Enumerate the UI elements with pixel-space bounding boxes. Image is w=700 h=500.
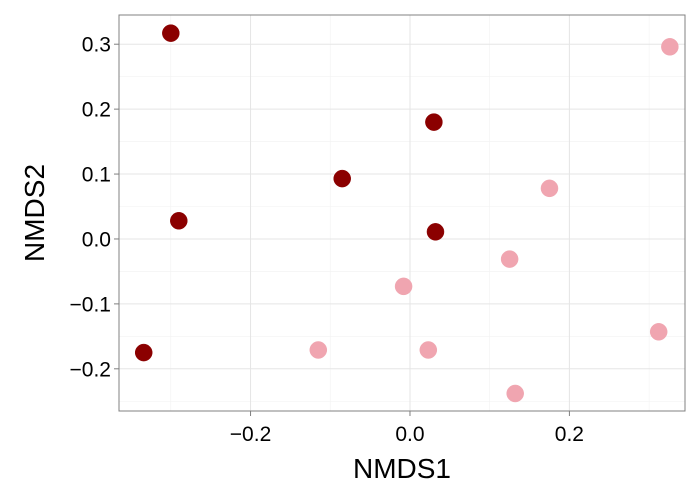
data-point-series-2 — [309, 341, 328, 359]
plot-border — [118, 14, 686, 412]
plot-panel — [119, 15, 685, 411]
data-point-series-2 — [419, 341, 438, 359]
y-axis-title: NMDS2 — [19, 164, 50, 262]
data-point-series-1 — [333, 169, 351, 188]
x-tick-label: 0.2 — [555, 423, 584, 446]
data-point-series-2 — [394, 277, 413, 296]
data-point-series-1 — [426, 223, 445, 241]
x-tick-label: −0.2 — [230, 423, 271, 446]
data-point-series-2 — [500, 250, 519, 268]
data-point-series-2 — [540, 179, 559, 198]
grid-lines — [119, 15, 685, 411]
data-point-series-2 — [649, 323, 668, 341]
data-point-series-1 — [170, 212, 188, 230]
x-tick-label: 0.0 — [395, 423, 424, 446]
y-tick-label: −0.2 — [70, 358, 111, 381]
data-point-series-1 — [162, 24, 180, 42]
data-point-series-2 — [661, 38, 679, 56]
data-point-series-1 — [134, 343, 153, 362]
y-tick-label: 0.2 — [82, 99, 111, 122]
data-point-series-2 — [506, 384, 524, 403]
y-tick-label: 0.3 — [82, 34, 111, 57]
x-axis-title: NMDS1 — [353, 453, 451, 484]
y-tick-label: 0.0 — [82, 228, 111, 251]
y-tick-label: −0.1 — [70, 293, 111, 316]
data-point-series-1 — [425, 113, 443, 131]
axis-ticks: −0.2 0.0 0.2 0.3 0.2 0.1 0.0 −0.1 −0.2 — [70, 34, 584, 446]
y-tick-label: 0.1 — [82, 164, 111, 187]
data-points — [134, 24, 679, 403]
